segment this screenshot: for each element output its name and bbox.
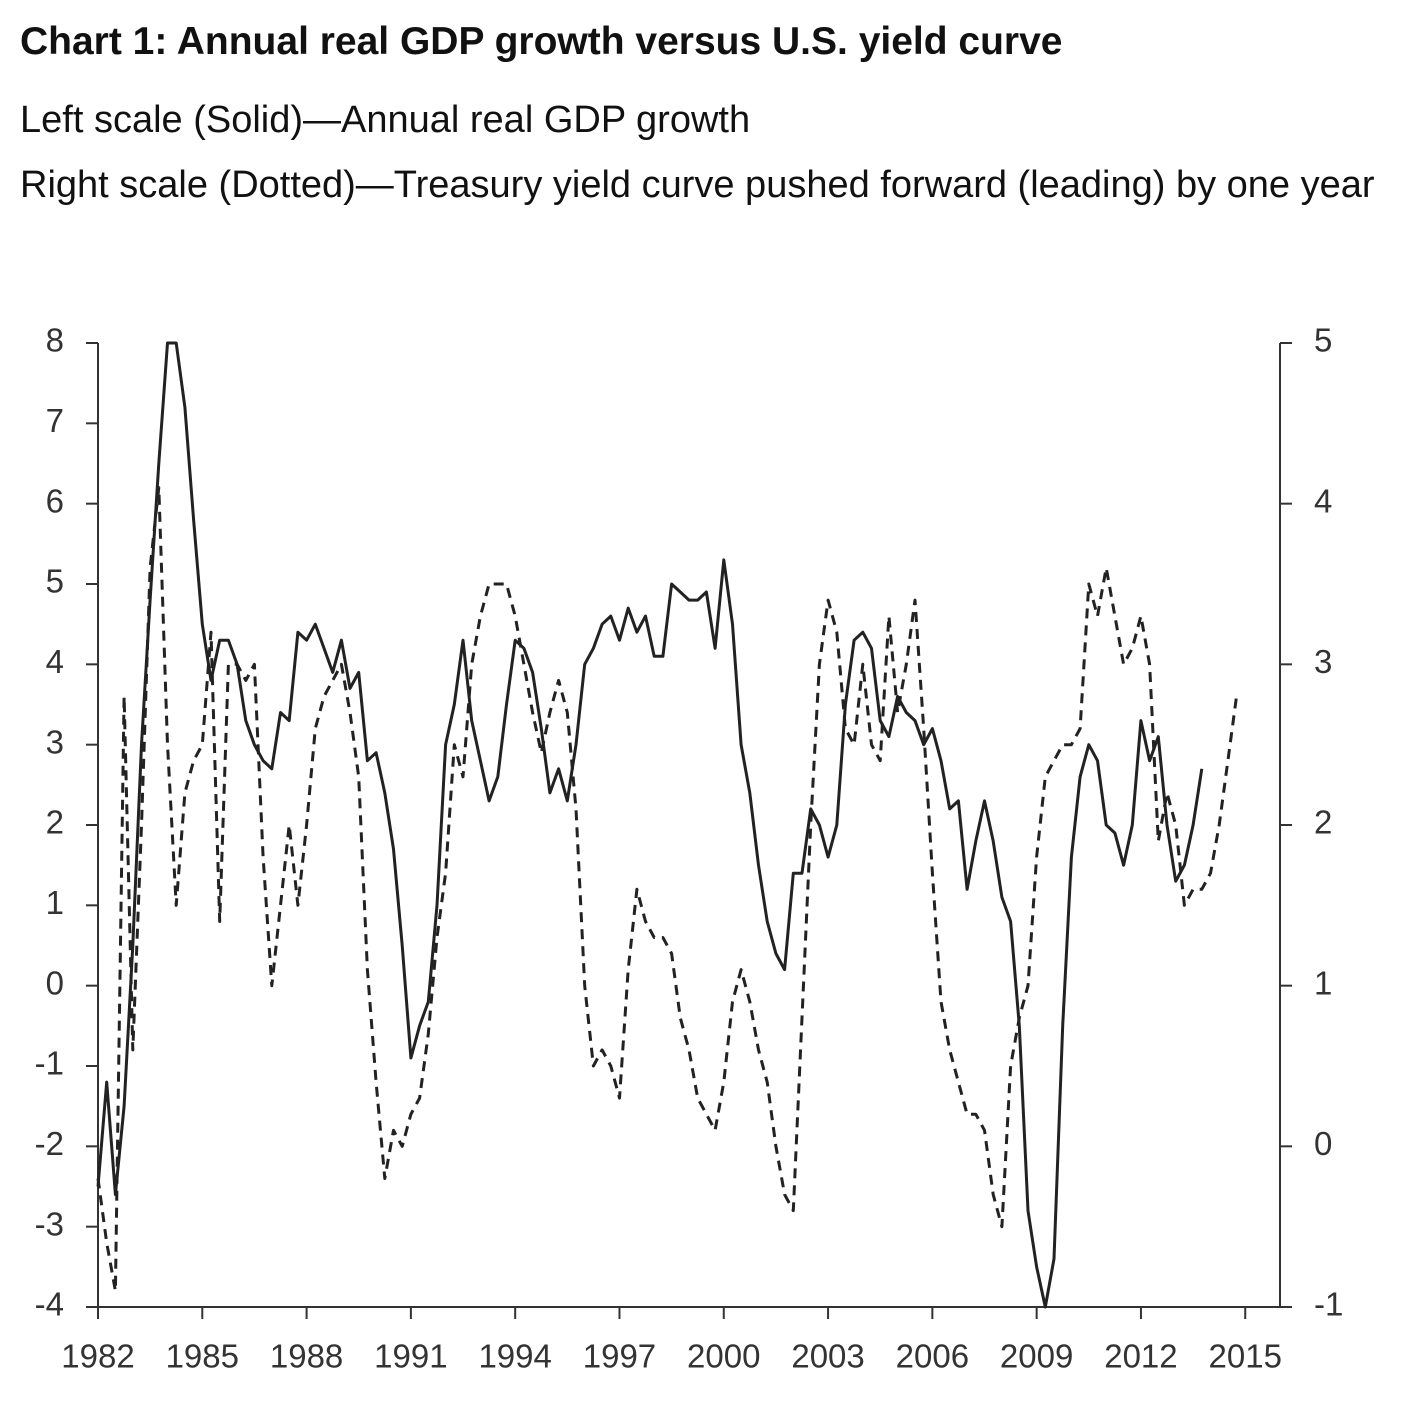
y2-tick-label: 2 xyxy=(1314,804,1332,841)
y-tick-label: -3 xyxy=(35,1205,64,1242)
chart-title: Chart 1: Annual real GDP growth versus U… xyxy=(20,20,1063,63)
x-tick-label: 2003 xyxy=(791,1338,864,1375)
y2-tick-label: 4 xyxy=(1314,482,1332,519)
y-tick-label: -4 xyxy=(35,1286,64,1323)
y-tick-label: -1 xyxy=(35,1045,64,1082)
x-tick-label: 1982 xyxy=(61,1338,134,1375)
y2-tick-label: 5 xyxy=(1314,322,1332,359)
x-tick-label: 2012 xyxy=(1104,1338,1177,1375)
x-tick-label: 2015 xyxy=(1209,1338,1282,1375)
x-tick-label: 2006 xyxy=(896,1338,969,1375)
y2-tick-label: -1 xyxy=(1314,1286,1343,1323)
x-tick-label: 1985 xyxy=(166,1338,239,1375)
y-tick-label: 2 xyxy=(46,804,64,841)
y2-tick-label: 1 xyxy=(1314,964,1332,1001)
y-tick-label: 3 xyxy=(46,723,64,760)
y-tick-label: 6 xyxy=(46,482,64,519)
y-tick-label: 8 xyxy=(46,322,64,359)
x-tick-label: 2000 xyxy=(687,1338,760,1375)
series-line xyxy=(96,341,1204,1309)
y-tick-label: 5 xyxy=(46,563,64,600)
x-tick-label: 1994 xyxy=(478,1338,551,1375)
y-tick-label: 1 xyxy=(46,884,64,921)
y2-tick-label: 0 xyxy=(1314,1125,1332,1162)
x-tick-label: 1997 xyxy=(583,1338,656,1375)
y-tick-label: 0 xyxy=(46,964,64,1001)
y-tick-label: 7 xyxy=(46,402,64,439)
subtitle: Left scale (Solid)—Annual real GDP growt… xyxy=(20,99,751,141)
x-tick-label: 1988 xyxy=(270,1338,343,1375)
y-tick-label: 4 xyxy=(46,643,64,680)
x-tick-label: 2009 xyxy=(1000,1338,1073,1375)
subtitles: Left scale (Solid)—Annual real GDP growt… xyxy=(20,88,1400,218)
x-tick-label: 1991 xyxy=(374,1338,447,1375)
y2-tick-label: 3 xyxy=(1314,643,1332,680)
y-tick-label: -2 xyxy=(35,1125,64,1162)
subtitle: Right scale (Dotted)—Treasury yield curv… xyxy=(20,164,1375,206)
